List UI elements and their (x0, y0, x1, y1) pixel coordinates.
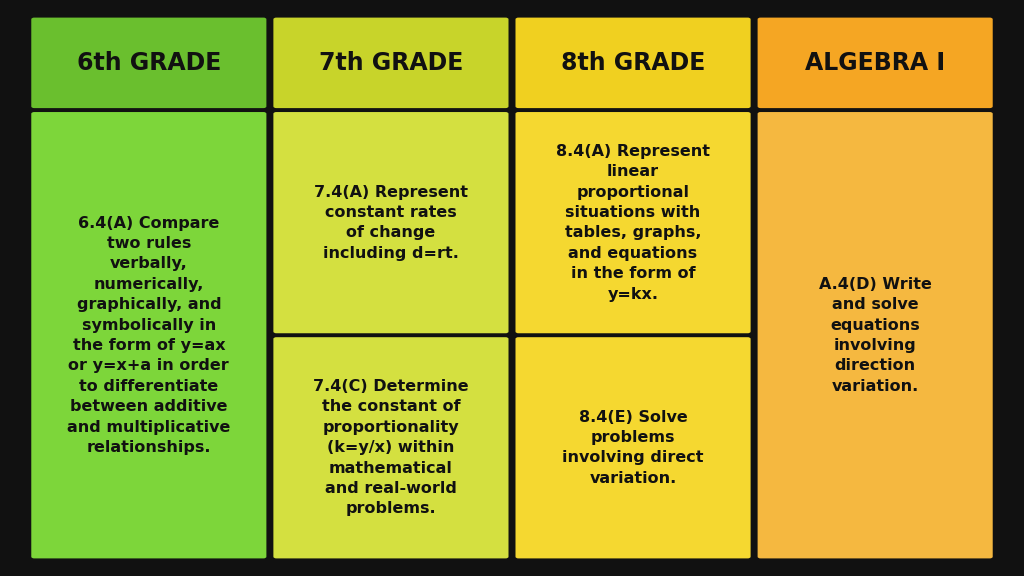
Text: 6th GRADE: 6th GRADE (77, 51, 221, 75)
Text: 8th GRADE: 8th GRADE (561, 51, 706, 75)
FancyBboxPatch shape (515, 337, 751, 558)
FancyBboxPatch shape (515, 18, 751, 108)
FancyBboxPatch shape (32, 112, 266, 558)
Text: 7th GRADE: 7th GRADE (318, 51, 463, 75)
FancyBboxPatch shape (515, 112, 751, 334)
FancyBboxPatch shape (273, 337, 509, 558)
Text: A.4(D) Write
and solve
equations
involving
direction
variation.: A.4(D) Write and solve equations involvi… (819, 276, 932, 394)
Text: MANEUVERING THE MIDDLE: MANEUVERING THE MIDDLE (782, 558, 990, 571)
Text: 6.4(A) Compare
two rules
verbally,
numerically,
graphically, and
symbolically in: 6.4(A) Compare two rules verbally, numer… (68, 215, 230, 455)
FancyBboxPatch shape (273, 18, 509, 108)
Text: 7.4(C) Determine
the constant of
proportionality
(k=y/x) within
mathematical
and: 7.4(C) Determine the constant of proport… (313, 379, 469, 517)
Text: 8.4(E) Solve
problems
involving direct
variation.: 8.4(E) Solve problems involving direct v… (562, 410, 703, 486)
Text: 7.4(A) Represent
constant rates
of change
including d=rt.: 7.4(A) Represent constant rates of chang… (314, 184, 468, 261)
FancyBboxPatch shape (758, 18, 992, 108)
FancyBboxPatch shape (273, 112, 509, 334)
FancyBboxPatch shape (758, 112, 992, 558)
FancyBboxPatch shape (32, 18, 266, 108)
Text: ALGEBRA I: ALGEBRA I (805, 51, 945, 75)
Text: 8.4(A) Represent
linear
proportional
situations with
tables, graphs,
and equatio: 8.4(A) Represent linear proportional sit… (556, 144, 710, 302)
